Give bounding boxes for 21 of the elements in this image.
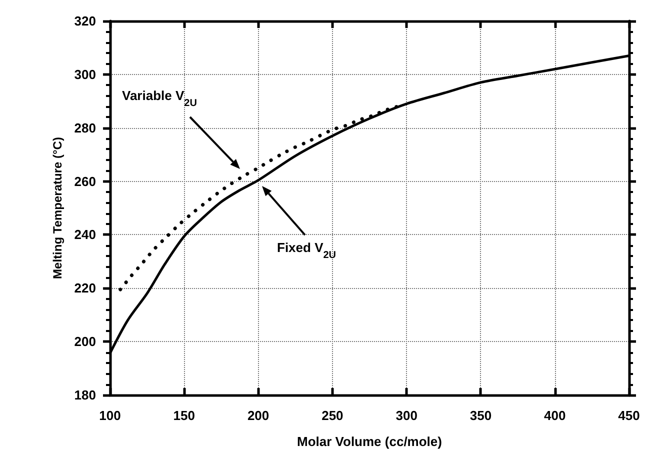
y-tick-label: 260	[74, 174, 96, 189]
x-tick-label: 300	[396, 408, 418, 423]
x-tick-label: 150	[173, 408, 195, 423]
line-series	[118, 104, 400, 292]
x-tick-label: 400	[544, 408, 566, 423]
x-tick-label: 250	[322, 408, 344, 423]
y-tick-label: 280	[74, 120, 96, 136]
y-axis-title: Melting Temperature (°C)	[50, 137, 64, 279]
x-axis-title: Molar Volume (cc/mole)	[297, 434, 442, 449]
y-tick-label: 240	[74, 227, 96, 242]
x-tick-label: 200	[247, 408, 270, 423]
x-tick-label: 450	[618, 408, 640, 423]
y-tick-label: 180	[74, 388, 96, 402]
y-tick-label: 320	[74, 14, 96, 28]
y-tick-label: 200	[74, 334, 96, 350]
annotation: Fixed V$_{2U}$	[277, 240, 336, 260]
y-tick-label: 300	[74, 66, 96, 82]
y-tick-label: 220	[74, 280, 96, 296]
x-tick-label: 350	[470, 408, 492, 423]
annotation: Variable V$_{2U}$	[122, 88, 197, 108]
x-tick-label: 100	[99, 408, 121, 423]
